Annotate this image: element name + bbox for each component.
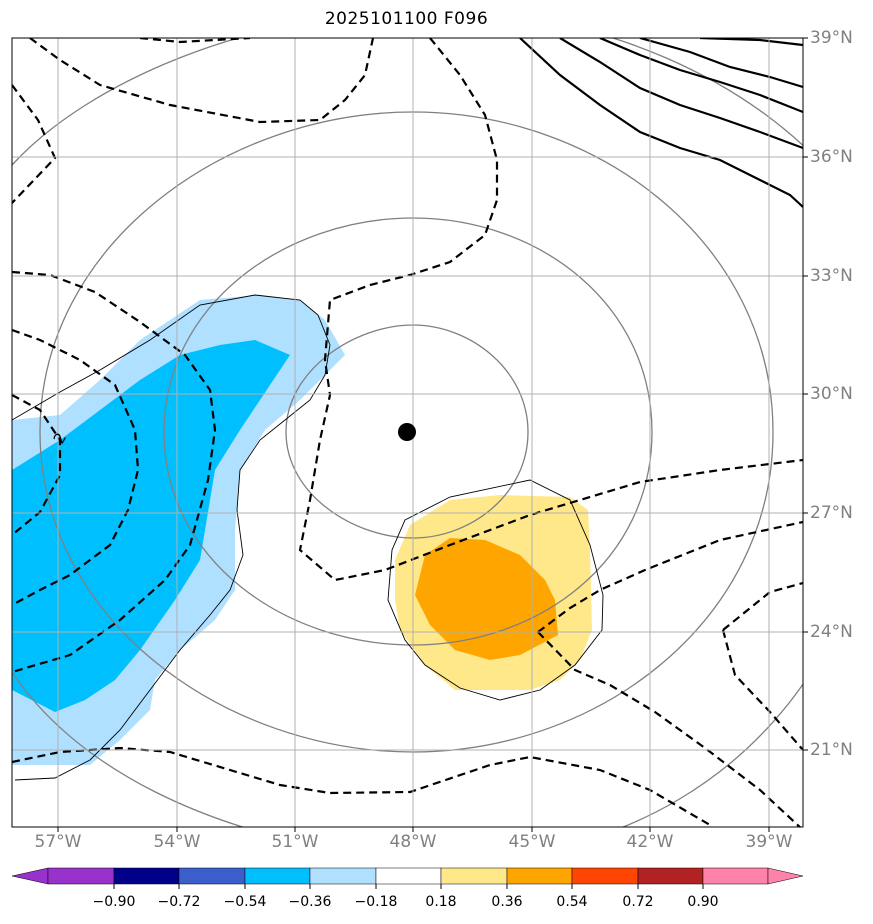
colorbar-tick-label: −0.72 bbox=[157, 894, 201, 910]
colorbar-tick-label: 0.36 bbox=[491, 894, 523, 910]
colorbar-bin bbox=[571, 867, 639, 885]
colorbar-bin bbox=[113, 867, 180, 885]
storm-center-marker bbox=[398, 423, 416, 441]
colorbar-bin bbox=[702, 867, 769, 885]
colorbar bbox=[11, 867, 804, 889]
lat-label: 33°N bbox=[810, 266, 853, 286]
lon-label: 39°W bbox=[745, 832, 793, 852]
colorbar-bin bbox=[375, 867, 442, 885]
colorbar-bin bbox=[309, 867, 377, 885]
colorbar-tick-label: −0.54 bbox=[223, 894, 267, 910]
colorbar-extend-low bbox=[11, 867, 49, 885]
map-area bbox=[12, 38, 803, 827]
colorbar-tick-label: −0.18 bbox=[354, 894, 398, 910]
colorbar-tick-label: −0.90 bbox=[92, 894, 136, 910]
dashed-contours bbox=[12, 38, 803, 827]
shading-orange bbox=[415, 538, 558, 660]
colorbar-bin bbox=[178, 867, 246, 885]
gridlines bbox=[12, 38, 803, 827]
tick-marks bbox=[57, 37, 808, 832]
lat-label: 21°N bbox=[810, 740, 853, 760]
colorbar-tick-label: 0.90 bbox=[687, 894, 719, 910]
lon-label: 54°W bbox=[153, 832, 201, 852]
colorbar-tick-label: 0.54 bbox=[556, 894, 588, 910]
lon-label: 51°W bbox=[271, 832, 319, 852]
colorbar-tick-label: −0.36 bbox=[288, 894, 332, 910]
colorbar-bin bbox=[440, 867, 508, 885]
colorbar-bin bbox=[506, 867, 573, 885]
lat-label: 36°N bbox=[810, 147, 853, 167]
colorbar-bin bbox=[47, 867, 115, 885]
colorbar-bin bbox=[637, 867, 704, 885]
lat-label: 30°N bbox=[810, 384, 853, 404]
lon-label: 45°W bbox=[508, 832, 556, 852]
lat-label: 39°N bbox=[810, 28, 853, 48]
thin-outlines bbox=[12, 294, 604, 781]
map-frame bbox=[11, 37, 804, 828]
lon-label: 48°W bbox=[389, 832, 437, 852]
colorbar-tick-label: 0.72 bbox=[622, 894, 654, 910]
lon-label: 57°W bbox=[34, 832, 82, 852]
lon-label: 42°W bbox=[626, 832, 674, 852]
lat-label: 24°N bbox=[810, 622, 853, 642]
colorbar-tick-label: 0.18 bbox=[425, 894, 457, 910]
shading-blue bbox=[12, 340, 290, 712]
colorbar-bin bbox=[244, 867, 311, 885]
solid-contours bbox=[519, 38, 803, 208]
colorbar-extend-high bbox=[767, 867, 804, 885]
map-title: 2025101100 F096 bbox=[324, 9, 489, 29]
lat-label: 27°N bbox=[810, 503, 853, 523]
